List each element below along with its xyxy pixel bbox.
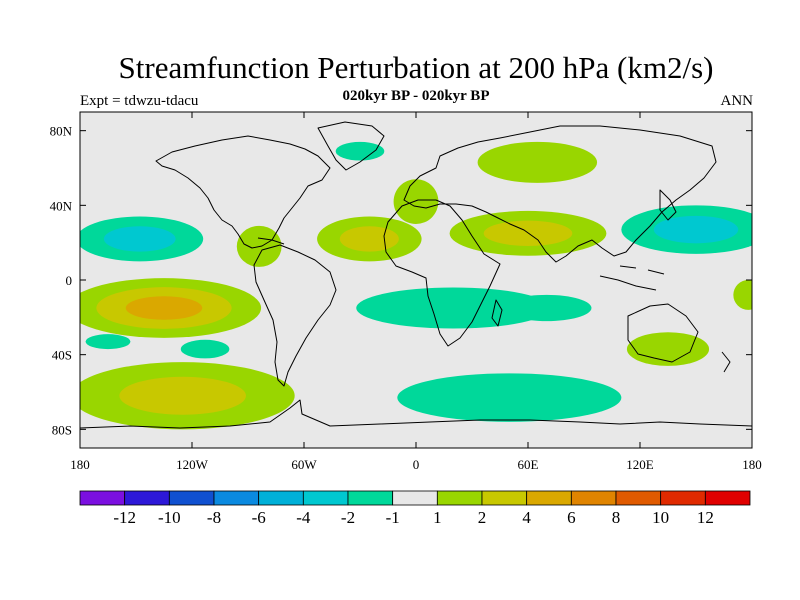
region-europe-positive (393, 179, 439, 225)
chart-subtitle: 020kyr BP - 020kyr BP (342, 88, 490, 104)
coastline-australia (627, 303, 699, 363)
region-west-pacific-negative (621, 205, 752, 254)
coastline-eurasia (403, 125, 717, 263)
colorbar-swatch (347, 490, 394, 506)
region-south-pacific-positive (80, 278, 262, 338)
x-tick-label: 60E (518, 457, 539, 472)
coastline-madagascar (491, 299, 503, 327)
contour-level (356, 287, 551, 329)
contour-level (339, 226, 399, 252)
chart-title: Streamfunction Perturbation at 200 hPa (… (118, 50, 714, 85)
colorbar-label: -8 (207, 508, 221, 527)
colorbar-swatch (392, 490, 438, 506)
colorbar-label: 8 (612, 508, 621, 527)
y-tick-label: 80S (52, 422, 72, 437)
colorbar-swatch (615, 490, 662, 506)
colorbar-swatch (481, 490, 528, 506)
colorbar-label: 12 (697, 508, 714, 527)
colorbar-swatch (436, 490, 483, 506)
axis-ticks: 180 120W 60W 0 60E 120E 180 80N 40N 0 40S 80S (50, 112, 762, 472)
coastline-antarctica (80, 399, 752, 429)
colorbar-swatch (168, 490, 215, 506)
coastline-cuba (257, 237, 285, 245)
contour-level (180, 339, 230, 359)
contour-level (125, 296, 203, 320)
coastlines (80, 121, 752, 429)
colorbar-label: -6 (252, 508, 266, 527)
contour-level (85, 334, 131, 350)
colorbar-label: 6 (567, 508, 576, 527)
region-north-atlantic-positive (317, 216, 422, 262)
season-label: ANN (720, 93, 754, 109)
y-tick-label: 40S (52, 348, 72, 363)
contour-level (393, 179, 439, 225)
coastline-japan (659, 189, 677, 221)
colorbar-label: 2 (478, 508, 487, 527)
colorbar-swatch (213, 490, 260, 506)
colorbar-label: -12 (113, 508, 136, 527)
y-tick-label: 40N (50, 198, 73, 213)
region-indian-ocean-negative (501, 294, 592, 322)
y-tick-label: 0 (66, 273, 73, 288)
region-south-atlantic-negative (356, 287, 551, 329)
contour-level (103, 226, 176, 252)
region-east-edge-positive (733, 280, 752, 310)
contour-level (335, 141, 385, 161)
x-tick-label: 120W (176, 457, 209, 472)
region-north-pacific-negative (80, 216, 204, 262)
x-tick-label: 120E (626, 457, 654, 472)
colorbar-label: 4 (522, 508, 531, 527)
contour-level (733, 280, 752, 310)
colorbar-swatch (79, 490, 126, 506)
region-australia-positive (626, 332, 710, 366)
contour-level (501, 294, 592, 322)
contour-level (397, 373, 622, 422)
x-tick-label: 60W (291, 457, 317, 472)
contour-level (626, 332, 710, 366)
coastline-south-america (253, 244, 337, 387)
coastline-indonesia (599, 265, 665, 291)
coastline-greenland (317, 121, 385, 171)
colorbar-label: -4 (296, 508, 311, 527)
colorbar-swatch (302, 490, 349, 506)
colorbar-label: -1 (386, 508, 400, 527)
contour-level (119, 376, 246, 415)
experiment-label: Expt = tdwzu-tdacu (80, 93, 199, 109)
region-south-pacific-negative-small (85, 334, 131, 350)
colorbar-swatch (526, 490, 572, 506)
colorbar-label: 1 (433, 508, 442, 527)
colorbar-label: -2 (341, 508, 355, 527)
coastline-new-zealand (721, 351, 731, 373)
contour-level (653, 215, 739, 244)
region-siberia-positive (477, 141, 598, 183)
x-tick-label: 0 (413, 457, 420, 472)
colorbar-swatch (570, 490, 617, 506)
region-southern-ocean-negative (397, 373, 622, 422)
colorbar-swatch (258, 490, 304, 506)
region-southern-ocean-pacific-positive (80, 362, 295, 430)
region-subtropical-south-pacific-negative (180, 339, 230, 359)
colorbar-label: -10 (158, 508, 181, 527)
colorbar-swatch (660, 490, 706, 506)
contour-level (477, 141, 598, 183)
x-tick-label: 180 (70, 457, 90, 472)
colorbar-swatch (124, 490, 170, 506)
y-tick-label: 80N (50, 124, 73, 139)
colorbar-label: 10 (652, 508, 669, 527)
x-tick-label: 180 (742, 457, 762, 472)
coastline-north-america (155, 135, 331, 249)
region-greenland-negative (335, 141, 385, 161)
colorbar-swatch (704, 490, 751, 506)
